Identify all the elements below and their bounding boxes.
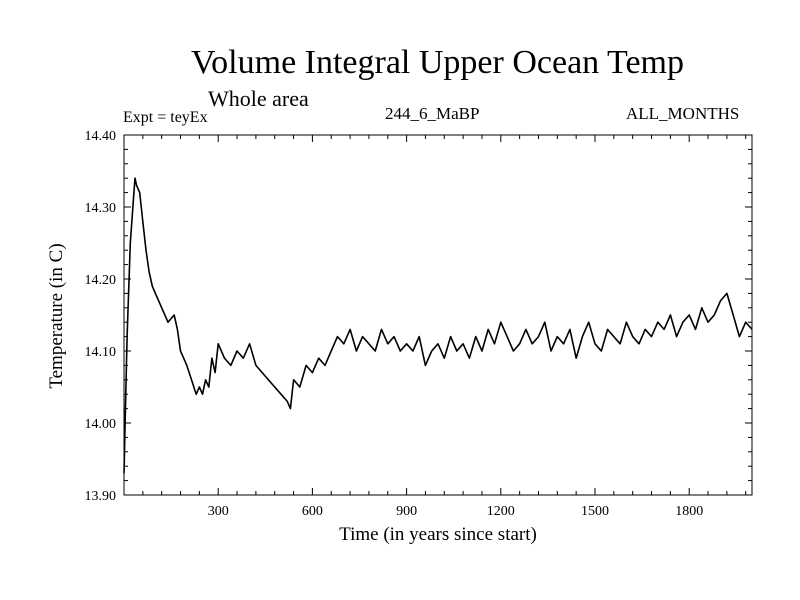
months-label: ALL_MONTHS	[626, 104, 740, 123]
chart-subtitle: Whole area	[208, 86, 309, 111]
y-tick-label: 14.20	[85, 273, 117, 288]
x-tick-label: 600	[302, 504, 323, 519]
series-group	[123, 177, 753, 474]
plot-frame	[123, 134, 753, 496]
experiment-label: Expt = teyEx	[123, 109, 208, 126]
y-tick-label: 14.00	[85, 417, 117, 432]
y-tick-label: 14.40	[85, 129, 117, 144]
x-tick-label: 900	[396, 504, 417, 519]
x-tick-label: 1800	[675, 504, 703, 519]
y-tick-label: 14.30	[85, 201, 117, 216]
run-id-label: 244_6_MaBP	[385, 104, 480, 123]
x-tick-label: 300	[208, 504, 229, 519]
series-line-teyEx	[123, 177, 753, 474]
y-tick-label: 13.90	[85, 489, 117, 504]
x-axis-ticks: 300 600 900 1200 1500 1800	[142, 135, 747, 519]
y-axis-ticks: 13.90 14.00 14.10 14.20 14.30 14.40	[85, 129, 752, 504]
chart-title: Volume Integral Upper Ocean Temp	[191, 44, 684, 81]
x-axis-label: Time (in years since start)	[339, 524, 537, 545]
x-tick-label: 1200	[487, 504, 515, 519]
y-tick-label: 14.10	[85, 345, 117, 360]
x-tick-label: 1500	[581, 504, 609, 519]
